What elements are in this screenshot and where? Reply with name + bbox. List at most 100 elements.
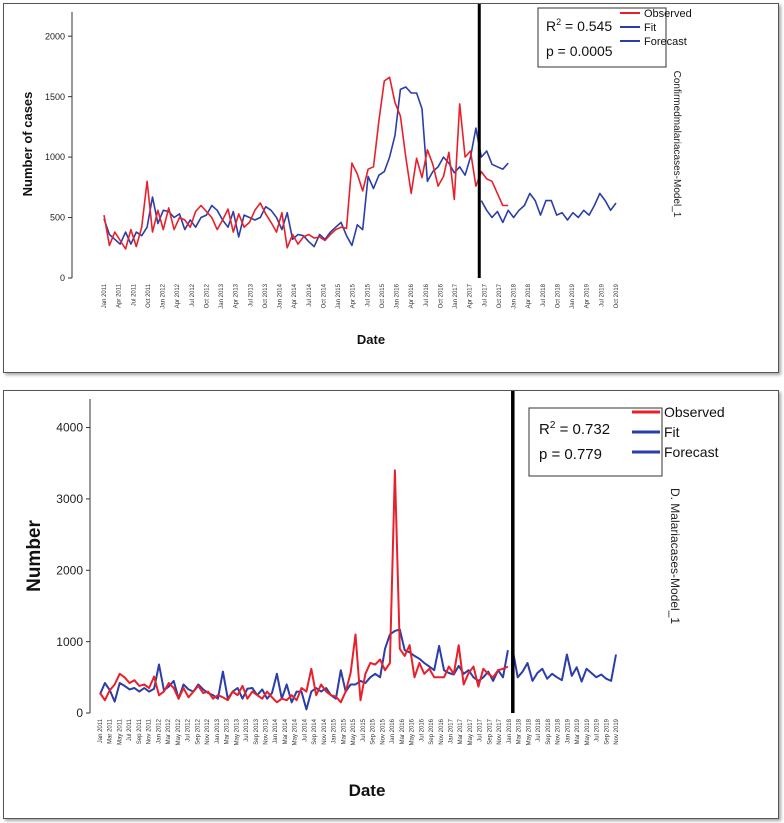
x-date-label: May 2013: [234, 718, 240, 745]
chart-1-stats-box: [537, 7, 667, 68]
x-date-label: Jan 2019: [570, 283, 576, 308]
x-date-label: Jan 2014: [273, 718, 279, 743]
x-date-label: Jul 2014: [302, 718, 308, 741]
x-date-label: Oct 2014: [321, 283, 327, 308]
x-date-label: Oct 2017: [497, 283, 503, 308]
x-date-label: Jul 2014: [307, 283, 313, 306]
x-date-label: Jul 2012: [186, 718, 192, 741]
legend-label-observed: Observed: [664, 404, 725, 420]
x-date-label: Mar 2014: [283, 718, 289, 744]
x-date-label: Oct 2016: [438, 283, 444, 308]
x-date-label: Nov 2013: [264, 718, 270, 744]
x-date-label: Jul 2011: [127, 718, 133, 741]
x-date-label: Jul 2013: [244, 718, 250, 741]
x-date-label: Jul 2015: [365, 283, 371, 306]
x-date-label: Jan 2018: [507, 718, 513, 743]
x-date-label: Jul 2012: [190, 283, 196, 306]
chart-2-p-value: p = 0.779: [539, 446, 602, 463]
x-date-label: Jul 2018: [536, 718, 542, 741]
series-line-observed: [103, 76, 509, 250]
x-date-label: Jan 2017: [448, 718, 454, 743]
x-date-label: May 2012: [176, 718, 182, 745]
legend-label-fit: Fit: [644, 22, 656, 34]
series-line-fit: [99, 628, 509, 711]
y-tick-label: 500: [50, 213, 65, 223]
chart-1-plot: 0 500 1000 1500 2000 Jan 2011 Apr 2011 Jul 201…: [45, 4, 620, 309]
x-date-label: Jul 2015: [361, 718, 367, 741]
x-date-label: Jul 2016: [424, 283, 430, 306]
x-date-label: Oct 2012: [204, 283, 210, 308]
x-date-label: Nov 2011: [147, 718, 153, 744]
x-date-label: Jan 2016: [390, 718, 396, 743]
x-date-label: Jul 2017: [478, 718, 484, 741]
x-date-label: Sep 2015: [371, 718, 377, 744]
x-date-label: Apr 2017: [468, 283, 474, 308]
x-date-label: May 2015: [351, 718, 357, 745]
x-date-label: Sep 2013: [254, 718, 260, 744]
series-line-forecast: [480, 192, 617, 224]
x-date-label: Jan 2011: [98, 718, 104, 743]
x-date-label: Jan 2016: [395, 283, 401, 308]
x-date-label: Apr 2014: [292, 283, 298, 308]
x-date-label: Nov 2012: [205, 718, 211, 744]
series-line-observed: [99, 469, 509, 704]
x-date-label: Sep 2017: [487, 718, 493, 744]
x-date-label: Nov 2014: [322, 718, 328, 744]
x-date-label: Mar 2019: [575, 718, 581, 744]
x-date-label: Jan 2015: [332, 718, 338, 743]
chart-1-p-value: p = 0.0005: [546, 43, 613, 59]
x-date-label: Oct 2011: [146, 283, 152, 308]
x-date-label: Apr 2016: [409, 283, 415, 308]
legend-label-forecast: Forecast: [664, 444, 719, 460]
x-date-label: Oct 2019: [614, 283, 620, 308]
x-date-label: Jul 2018: [541, 283, 547, 306]
y-tick-label: 2000: [45, 31, 65, 41]
x-date-label: Nov 2016: [439, 718, 445, 744]
x-date-label: Jan 2017: [453, 283, 459, 308]
chart-1-r2: R2 = 0.545: [546, 17, 612, 34]
x-date-label: May 2019: [585, 718, 591, 745]
y-tick-label: 0: [76, 706, 83, 720]
x-date-label: Nov 2018: [556, 718, 562, 744]
x-date-label: Apr 2019: [585, 283, 591, 308]
y-tick-label: 1000: [45, 152, 65, 162]
chart-2-legend: Observed Fit Forecast: [632, 404, 725, 460]
x-date-label: Apr 2015: [351, 283, 357, 308]
y-tick-label: 3000: [56, 492, 83, 506]
x-date-label: Jul 2017: [482, 283, 488, 306]
x-date-label: Jul 2019: [595, 718, 601, 741]
x-date-label: May 2018: [526, 718, 532, 745]
x-date-label: Apr 2013: [234, 283, 240, 308]
chart-1-model-title: Confirmedmalariacases-Model_1: [671, 71, 682, 218]
x-date-label: May 2014: [293, 718, 299, 745]
chart-1-svg: 0 500 1000 1500 2000 Jan 2011 Apr 2011 Jul 201…: [20, 4, 692, 347]
chart-panel-model-2: 0 1000 2000 3000 4000 Jan 2011 Mar 2011 May 20…: [3, 390, 779, 819]
x-date-label: Mar 2016: [400, 718, 406, 744]
y-tick-label: 2000: [56, 563, 83, 577]
chart-panel-model-1: 0 500 1000 1500 2000 Jan 2011 Apr 2011 Jul 201…: [3, 3, 779, 373]
x-date-label: May 2011: [117, 718, 123, 745]
legend-label-forecast: Forecast: [644, 36, 687, 48]
y-tick-label: 1500: [45, 92, 65, 102]
x-date-label: Jan 2012: [161, 283, 167, 308]
series-line-fit: [103, 86, 509, 248]
x-date-label: Jan 2013: [219, 283, 225, 308]
y-tick-label: 1000: [56, 635, 83, 649]
x-date-label: Mar 2013: [225, 718, 231, 744]
x-date-label: Apr 2018: [526, 283, 532, 308]
x-date-label: Nov 2017: [497, 718, 503, 744]
x-date-label: Nov 2015: [380, 718, 386, 744]
x-date-label: Oct 2015: [380, 283, 386, 308]
x-date-label: May 2016: [410, 718, 416, 745]
chart-1-x-axis-title: Date: [357, 332, 385, 347]
x-date-label: Jul 2019: [599, 283, 605, 306]
x-date-label: Jul 2011: [131, 283, 137, 306]
chart-2-model-title: D. Malariacases-Model_1: [668, 488, 682, 624]
x-date-label: Sep 2011: [137, 718, 143, 744]
x-date-label: Oct 2018: [555, 283, 561, 308]
x-date-label: Mar 2011: [108, 718, 114, 744]
x-date-label: Jan 2015: [336, 283, 342, 308]
x-date-label: Jan 2014: [278, 283, 284, 308]
x-date-label: Sep 2014: [312, 718, 318, 744]
